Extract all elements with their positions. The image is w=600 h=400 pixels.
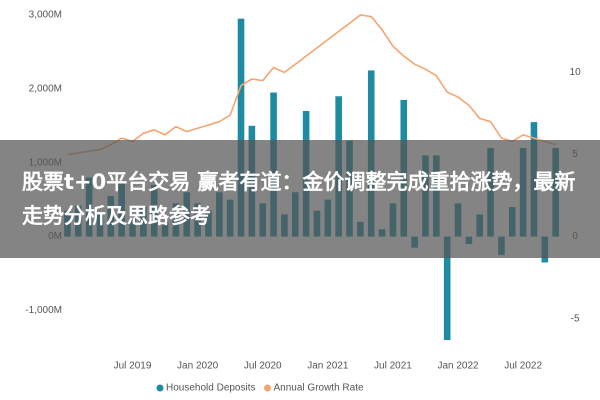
x-tick-label: Jan 2022 [437,361,479,372]
x-tick-label: Jan 2021 [307,361,349,372]
legend-marker [264,384,271,392]
x-tick-label: Jul 2021 [374,361,412,372]
bar [237,18,245,237]
x-tick-label: Jan 2020 [177,361,219,372]
legend-label: Annual Growth Rate [274,383,364,394]
y2-tick-label: -5 [571,313,580,324]
banner-text: 股票t+0平台交易 赢者有道：金价调整完成重拾涨势，最新走势分析及思路参考 [22,170,576,228]
bar [443,236,451,340]
legend-label: Household Deposits [166,383,256,394]
banner: 股票t+0平台交易 赢者有道：金价调整完成重拾涨势，最新走势分析及思路参考 [0,140,600,258]
y2-tick-label: 10 [570,67,582,78]
line [67,14,556,156]
legend-marker [156,384,164,392]
x-tick-label: Jul 2020 [244,361,282,372]
y-tick-label: 3,000M [29,10,62,21]
y-tick-label: 2,000M [29,84,62,95]
x-tick-label: Jul 2022 [504,361,542,372]
x-tick-label: Jul 2019 [114,361,152,372]
y-tick-label: -1,000M [25,305,62,316]
